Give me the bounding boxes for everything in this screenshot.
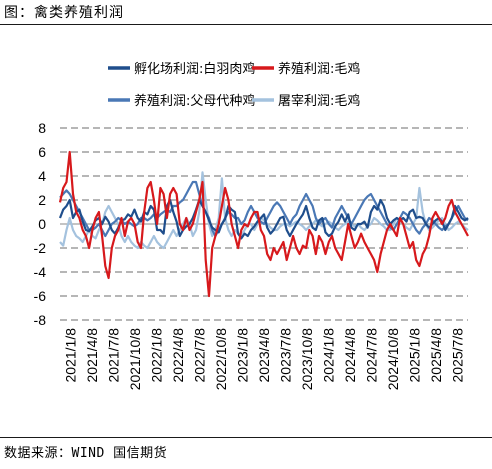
y-tick-label: 6 bbox=[38, 144, 46, 160]
grid-lines bbox=[60, 127, 468, 321]
x-tick-label: 2022/4/8 bbox=[170, 328, 186, 383]
y-tick-label: 8 bbox=[38, 120, 46, 136]
x-tick-label: 2022/7/8 bbox=[192, 328, 208, 383]
chart-title: 图：禽类养殖利润 bbox=[4, 5, 124, 21]
y-tick-label: 0 bbox=[38, 216, 46, 232]
legend-label-3: 养殖利润:父母代种鸡 bbox=[134, 93, 255, 109]
y-tick-label: 2 bbox=[38, 192, 46, 208]
legend-label-4: 屠宰利润:毛鸡 bbox=[278, 93, 360, 109]
y-tick-label: -8 bbox=[34, 312, 47, 328]
y-tick-label: -2 bbox=[34, 240, 47, 256]
y-axis-ticks: 8 6 4 2 0 -2 -4 -6 -8 bbox=[34, 120, 47, 328]
legend-label-1: 孵化场利润:白羽肉鸡 bbox=[134, 61, 255, 77]
x-tick-label: 2023/4/8 bbox=[256, 328, 272, 383]
x-tick-label: 2023/7/8 bbox=[277, 328, 293, 383]
bottom-divider bbox=[0, 437, 492, 438]
x-tick-label: 2025/7/8 bbox=[449, 328, 465, 383]
legend-label-2: 养殖利润:毛鸡 bbox=[278, 61, 360, 77]
y-tick-label: -6 bbox=[34, 288, 47, 304]
x-tick-label: 2025/1/8 bbox=[406, 328, 422, 383]
series-line-2 bbox=[58, 150, 469, 298]
x-tick-label: 2024/7/8 bbox=[363, 328, 379, 383]
x-tick-label: 2021/1/8 bbox=[63, 328, 79, 383]
x-tick-label: 2021/7/8 bbox=[106, 328, 122, 383]
x-tick-label: 2021/10/8 bbox=[127, 328, 143, 390]
x-tick-label: 2022/1/8 bbox=[149, 328, 165, 383]
x-axis-ticks: 2021/1/8 2021/4/8 2021/7/8 2021/10/8 2022/1/… bbox=[63, 328, 466, 391]
x-tick-label: 2022/10/8 bbox=[213, 328, 229, 390]
series-lines bbox=[58, 150, 469, 298]
x-tick-label: 2023/1/8 bbox=[235, 328, 251, 383]
top-divider bbox=[0, 24, 492, 25]
x-tick-label: 2021/4/8 bbox=[84, 328, 100, 383]
x-tick-label: 2024/4/8 bbox=[342, 328, 358, 383]
x-tick-label: 2024/10/8 bbox=[385, 328, 401, 390]
x-tick-label: 2023/10/8 bbox=[299, 328, 315, 390]
y-tick-label: 4 bbox=[38, 168, 46, 184]
x-tick-label: 2025/4/8 bbox=[428, 328, 444, 383]
data-source: 数据来源：WIND 国信期货 bbox=[4, 446, 168, 461]
y-tick-label: -4 bbox=[34, 264, 47, 280]
x-tick-label: 2024/1/8 bbox=[320, 328, 336, 383]
